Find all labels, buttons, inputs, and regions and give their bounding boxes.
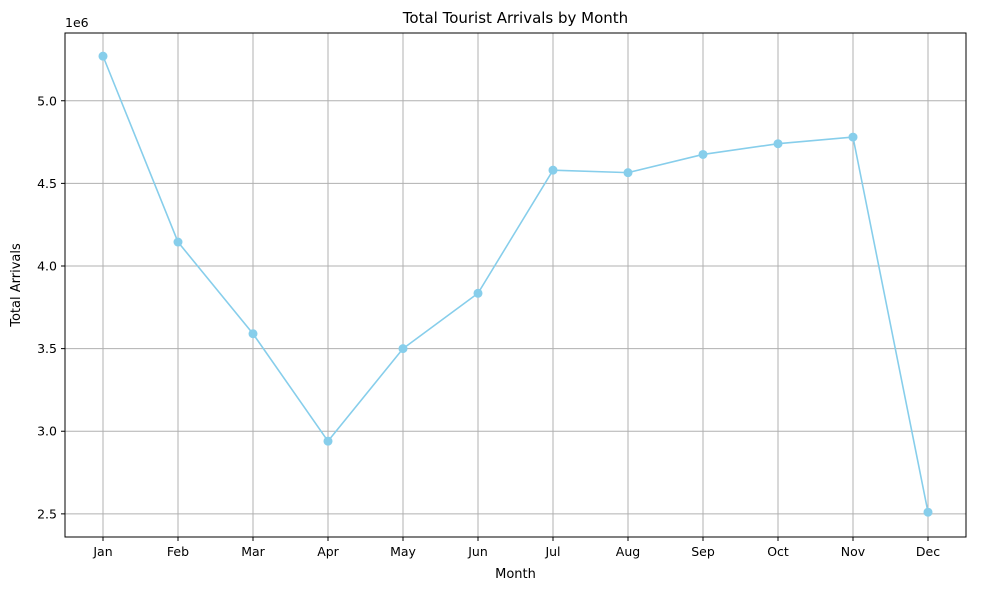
y-axis-label: Total Arrivals xyxy=(9,243,24,328)
x-tick-label: Dec xyxy=(916,544,940,559)
x-tick-label: Aug xyxy=(616,544,640,559)
series-group xyxy=(98,51,933,517)
data-point xyxy=(698,149,708,159)
data-point xyxy=(923,507,933,517)
data-point xyxy=(398,344,408,354)
grid xyxy=(65,33,966,537)
data-point xyxy=(173,237,183,247)
data-point xyxy=(548,165,558,175)
x-tick-label: Mar xyxy=(241,544,265,559)
y-tick-label: 3.5 xyxy=(37,341,57,356)
data-point xyxy=(623,168,633,178)
chart-title: Total Tourist Arrivals by Month xyxy=(402,9,628,27)
series-line xyxy=(102,55,929,513)
y-tick-label: 5.0 xyxy=(37,93,57,108)
y-axis-offset-label: 1e6 xyxy=(65,15,89,30)
y-tick-label: 3.0 xyxy=(37,424,57,439)
axis-ticks: Jan Feb Mar Apr May Jun Jul Aug Sep Oct Nov Dec 2.5 3… xyxy=(37,93,940,559)
y-tick-label: 4.5 xyxy=(37,176,57,191)
plot-area-frame xyxy=(64,32,967,538)
x-tick-label: Apr xyxy=(317,544,339,559)
x-axis-label: Month xyxy=(495,567,536,582)
data-point xyxy=(98,51,108,61)
y-tick-label: 4.0 xyxy=(37,258,57,273)
data-point xyxy=(848,132,858,142)
data-point xyxy=(773,139,783,149)
x-tick-label: Jul xyxy=(544,544,560,559)
x-tick-label: Nov xyxy=(841,544,866,559)
x-tick-label: Jan xyxy=(92,544,112,559)
x-tick-label: Jun xyxy=(467,544,488,559)
x-tick-label: Oct xyxy=(767,544,789,559)
x-tick-label: Feb xyxy=(167,544,189,559)
data-point xyxy=(473,288,483,298)
x-tick-label: Sep xyxy=(691,544,715,559)
x-tick-label: May xyxy=(390,544,416,559)
y-tick-label: 2.5 xyxy=(37,506,57,521)
data-point xyxy=(323,436,333,446)
data-point xyxy=(248,329,258,339)
